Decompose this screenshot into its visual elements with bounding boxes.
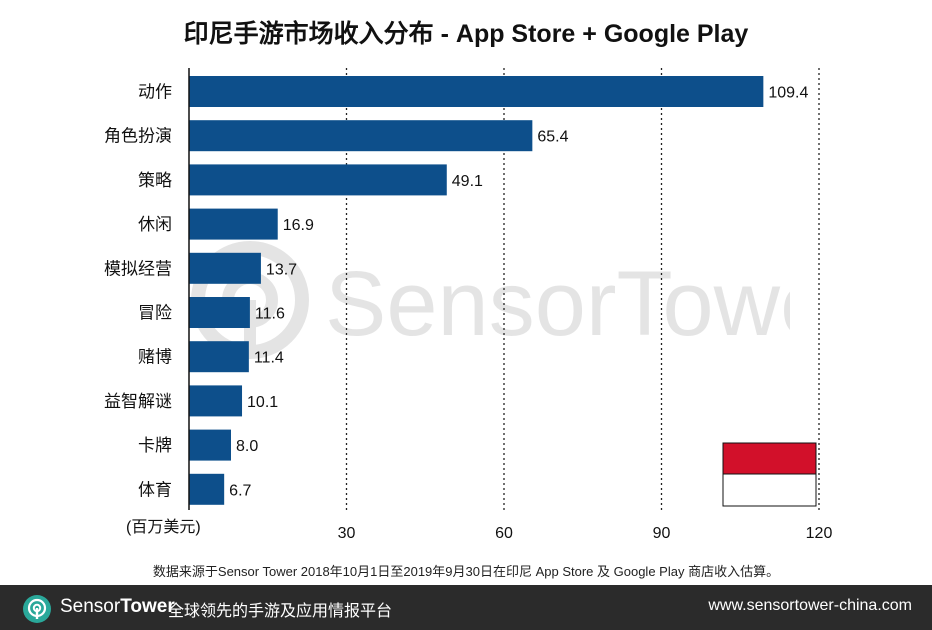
bar-chart: 30 60 90 120 动作 109.4 角色扮演 65.4 策略 49.1 休闲 16.9 模拟经营… <box>104 68 832 543</box>
category-label: 动作 <box>138 83 172 102</box>
category-label: 冒险 <box>138 304 172 323</box>
bar <box>189 252 261 284</box>
category-label: 角色扮演 <box>104 127 172 146</box>
sensortower-logo-icon <box>23 595 51 623</box>
footer-bar: SensorTower 全球领先的手游及应用情报平台 www.sensortow… <box>0 585 932 630</box>
svg-text:SensorTower: SensorTower <box>325 253 790 355</box>
bars <box>189 76 764 505</box>
unit-label: (百万美元) <box>126 518 201 536</box>
footer-brand-name: SensorTower <box>60 596 175 617</box>
labels: 30 60 90 120 动作 109.4 角色扮演 65.4 策略 49.1 休闲 16.9 模拟经营… <box>104 83 832 543</box>
value-label: 11.4 <box>254 350 284 367</box>
bar <box>189 164 447 196</box>
indonesia-flag-icon <box>722 442 817 507</box>
bar <box>189 429 231 461</box>
category-label: 休闲 <box>138 215 172 234</box>
value-label: 13.7 <box>266 261 297 278</box>
bar <box>189 297 250 328</box>
bar <box>189 76 764 107</box>
grid-lines <box>345 68 820 510</box>
source-note: 数据来源于Sensor Tower 2018年10月1日至2019年9月30日在… <box>152 564 780 579</box>
bar <box>189 385 243 417</box>
category-label: 模拟经营 <box>104 259 172 278</box>
value-label: 8.0 <box>236 438 258 455</box>
x-tick-label: 30 <box>338 525 356 542</box>
value-label: 49.1 <box>452 173 483 190</box>
chart-title: 印尼手游市场收入分布 - App Store + Google Play <box>183 20 749 48</box>
bar <box>189 120 533 152</box>
footer-url[interactable]: www.sensortower-china.com <box>708 597 912 614</box>
x-tick-label: 120 <box>806 525 833 542</box>
category-label: 体育 <box>138 480 172 499</box>
bar <box>189 341 249 373</box>
category-label: 卡牌 <box>138 436 172 455</box>
value-label: 109.4 <box>768 85 808 102</box>
value-label: 65.4 <box>537 129 568 146</box>
value-label: 10.1 <box>247 394 278 411</box>
value-label: 11.6 <box>255 306 285 323</box>
x-tick-label: 90 <box>653 525 671 542</box>
bar <box>189 208 278 240</box>
x-tick-label: 60 <box>495 525 513 542</box>
category-label: 益智解谜 <box>104 392 172 411</box>
value-label: 6.7 <box>229 482 251 499</box>
bar <box>189 473 225 505</box>
footer-slogan: 全球领先的手游及应用情报平台 <box>168 603 393 620</box>
category-label: 策略 <box>138 171 172 190</box>
category-label: 赌博 <box>138 348 172 367</box>
value-label: 16.9 <box>283 217 314 234</box>
